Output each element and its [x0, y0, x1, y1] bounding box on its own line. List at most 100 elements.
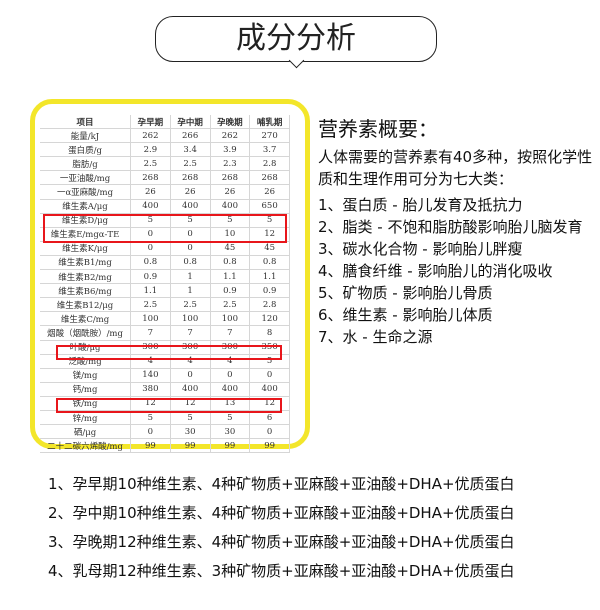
- table-row: 一α亚麻酸/mg 26 26 26 26: [40, 184, 290, 200]
- table-cell: 0.8: [130, 255, 171, 271]
- table-cell: 3.9: [210, 142, 251, 158]
- table-cell: 400: [170, 199, 211, 214]
- table-cell: 45: [249, 241, 290, 256]
- table-cell: 300: [170, 340, 211, 355]
- table-cell: 268: [210, 170, 251, 186]
- table-row: 维生素B12/μg 2.5 2.5 2.5 2.8: [40, 297, 290, 313]
- table-cell: 30: [170, 424, 211, 440]
- stage-item: 2、孕中期10种维生素、4种矿物质+亚麻酸+亚油酸+DHA+优质蛋白: [48, 504, 515, 522]
- table-cell: 维生素B2/mg: [40, 269, 131, 285]
- table-cell: 5: [170, 410, 211, 426]
- table-cell: 维生素B12/μg: [40, 297, 131, 313]
- table-row: 脂肪/g 2.5 2.5 2.3 2.8: [40, 156, 290, 172]
- table-row: 二十二碳六烯酸/mg 99 99 99 99: [40, 438, 290, 454]
- table-cell: 0: [210, 368, 251, 383]
- table-cell: 2.9: [130, 142, 171, 158]
- table-cell: 266: [170, 128, 211, 144]
- table-cell: 26: [130, 184, 171, 200]
- table-cell: 12: [249, 227, 290, 242]
- table-cell: 300: [130, 340, 171, 355]
- table-row: 铁/mg 12 12 13 12: [40, 396, 290, 411]
- table-cell: 13: [210, 396, 251, 411]
- table-cell: 6: [249, 410, 290, 426]
- column-header: 孕晚期: [210, 115, 251, 130]
- table-cell: 0: [170, 368, 211, 383]
- table-cell: 12: [170, 396, 211, 411]
- nutrition-table-wrap: 项目 孕早期 孕中期 孕晚期 哺乳期 能量/kJ 262 266 262 270 蛋白质/g 2.9 3…: [40, 115, 290, 454]
- table-cell: 2.5: [170, 156, 211, 172]
- table-cell: 0.9: [249, 283, 290, 299]
- table-cell: 0: [249, 368, 290, 383]
- highlight-selenium: [56, 398, 282, 413]
- table-cell: 蛋白质/g: [40, 142, 131, 158]
- table-cell: 0.8: [249, 255, 290, 271]
- summary-intro: 人体需要的营养素有40多种，按照化学性质和生理作用可分为七大类：: [318, 148, 593, 188]
- table-cell: 380: [130, 382, 171, 397]
- table-cell: 5: [130, 213, 171, 228]
- table-row: 烟酸（烟酰胺）/mg 7 7 7 8: [40, 325, 290, 341]
- table-row: 钙/mg 380 400 400 400: [40, 382, 290, 397]
- table-cell: 钙/mg: [40, 382, 131, 397]
- table-cell: 5: [210, 213, 251, 228]
- table-cell: 能量/kJ: [40, 128, 131, 144]
- table-row: 维生素C/mg 100 100 100 120: [40, 311, 290, 327]
- table-cell: 维生素B6/mg: [40, 283, 131, 299]
- table-cell: 100: [210, 311, 251, 327]
- table-cell: 维生素E/mgα-TE: [40, 227, 131, 242]
- table-cell: 5: [210, 410, 251, 426]
- table-cell: 7: [170, 325, 211, 341]
- table-cell: 400: [249, 382, 290, 397]
- table-cell: 268: [130, 170, 171, 186]
- table-cell: 26: [170, 184, 211, 200]
- table-cell: 100: [170, 311, 211, 327]
- table-cell: 1.1: [210, 269, 251, 285]
- table-cell: 1: [170, 269, 211, 285]
- table-cell: 262: [130, 128, 171, 144]
- table-cell: 400: [210, 199, 251, 214]
- table-cell: 7: [130, 325, 171, 341]
- column-header: 项目: [40, 115, 131, 130]
- table-cell: 硒/μg: [40, 424, 131, 440]
- table-cell: 2.5: [130, 297, 171, 313]
- table-cell: 维生素A/μg: [40, 199, 131, 214]
- table-cell: 0.8: [210, 255, 251, 271]
- column-header: 哺乳期: [249, 115, 290, 130]
- table-header-row: 项目 孕早期 孕中期 孕晚期 哺乳期: [40, 115, 290, 130]
- table-cell: 268: [170, 170, 211, 186]
- table-row: 维生素B6/mg 1.1 1 0.9 0.9: [40, 283, 290, 299]
- table-cell: 2.8: [249, 297, 290, 313]
- table-cell: 0: [130, 227, 171, 242]
- table-cell: 锌/mg: [40, 410, 131, 426]
- table-cell: 1.1: [130, 283, 171, 299]
- table-row: 锌/mg 5 5 5 6: [40, 410, 290, 426]
- stage-item: 4、乳母期12种维生素、3种矿物质+亚麻酸+亚油酸+DHA+优质蛋白: [48, 562, 515, 580]
- table-cell: 0: [170, 227, 211, 242]
- table-cell: 45: [210, 241, 251, 256]
- table-cell: 0: [130, 241, 171, 256]
- table-row: 叶酸/μg 300 300 300 350: [40, 340, 290, 355]
- table-cell: 12: [130, 396, 171, 411]
- table-cell: 铁/mg: [40, 396, 131, 411]
- table-cell: 2.5: [170, 297, 211, 313]
- highlight-vitamin-ek: [43, 214, 287, 243]
- table-cell: 26: [249, 184, 290, 200]
- table-row: 一亚油酸/mg 268 268 268 268: [40, 170, 290, 186]
- table-cell: 5: [249, 354, 290, 369]
- table-cell: 5: [130, 410, 171, 426]
- table-cell: 4: [210, 354, 251, 369]
- table-row: 泛酸/mg 4 4 4 5: [40, 354, 290, 369]
- summary-item: 7、水 - 生命之源: [318, 328, 433, 346]
- table-cell: 烟酸（烟酰胺）/mg: [40, 325, 131, 341]
- table-cell: 0.9: [210, 283, 251, 299]
- summary-item: 5、矿物质 - 影响胎儿骨质: [318, 284, 493, 302]
- table-cell: 140: [130, 368, 171, 383]
- stage-item: 1、孕早期10种维生素、4种矿物质+亚麻酸+亚油酸+DHA+优质蛋白: [48, 475, 515, 493]
- column-header: 孕早期: [130, 115, 171, 130]
- table-row: 镁/mg 140 0 0 0: [40, 368, 290, 383]
- table-cell: 26: [210, 184, 251, 200]
- table-cell: 99: [170, 438, 211, 454]
- table-cell: 12: [249, 396, 290, 411]
- summary-item: 2、脂类 - 不饱和脂肪酸影响胎儿脑发育: [318, 218, 583, 236]
- table-cell: 2.8: [249, 156, 290, 172]
- table-row: 维生素D/μg 5 5 5 5: [40, 213, 290, 228]
